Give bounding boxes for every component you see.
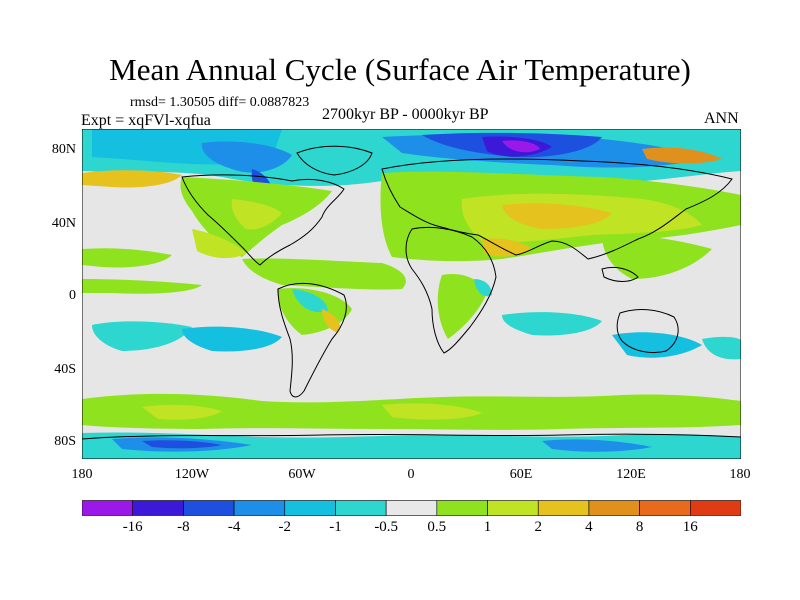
coastline: [405, 226, 497, 354]
colorbar-label: 16: [682, 519, 698, 535]
anomaly-region: [322, 309, 341, 333]
colorbar-cell: [385, 500, 438, 516]
colorbar-label: -2: [278, 519, 292, 535]
anomaly-region: [142, 440, 222, 449]
colorbar-label: 0.5: [427, 519, 447, 535]
anomaly-region: [437, 273, 486, 339]
coastline: [601, 266, 639, 282]
temperature-map: [82, 129, 741, 459]
anomaly-region: [142, 404, 222, 420]
anomaly-region: [242, 258, 406, 290]
anomaly-region: [502, 140, 540, 153]
coastline: [296, 145, 373, 176]
anomaly-region: [502, 203, 612, 229]
colorbar-cell: [132, 500, 184, 516]
anomaly-region: [82, 279, 202, 294]
colorbar-cell: [436, 500, 488, 516]
stats-text: rmsd= 1.30505 diff= 0.0887823: [130, 95, 310, 110]
colorbar: [82, 500, 741, 516]
anomaly-region: [231, 199, 282, 230]
lon-label-60e: 60E: [509, 467, 533, 482]
coastline: [181, 174, 345, 266]
lon-label-180e: 180: [729, 467, 751, 482]
anomaly-region: [474, 279, 492, 297]
lon-label-180w: 180: [71, 467, 93, 482]
coastline: [82, 433, 741, 440]
anomaly-region: [182, 326, 282, 352]
season-label: ANN: [704, 110, 739, 127]
map-title: Mean Annual Cycle (Surface Air Temperatu…: [109, 52, 691, 87]
colorbar-label: -8: [177, 519, 190, 535]
colorbar-cell: [588, 500, 640, 516]
anomaly-region: [82, 432, 741, 459]
lat-label-80n: 80N: [51, 142, 76, 157]
colorbar-cell: [284, 500, 336, 516]
anomaly-region: [82, 170, 182, 188]
colorbar-cell: [233, 500, 286, 516]
colorbar-label: 1: [483, 519, 492, 535]
colorbar-cell: [639, 500, 691, 516]
colorbar-cell: [487, 500, 539, 516]
colorbar-label: 8: [635, 519, 644, 535]
lat-label-40n: 40N: [51, 216, 76, 231]
anomaly-region: [82, 248, 172, 268]
colorbar-cell: [335, 500, 387, 516]
colorbar-label: 2: [534, 519, 542, 535]
lon-label-60w: 60W: [288, 467, 316, 482]
anomaly-region: [482, 238, 532, 257]
colorbar-label: -4: [227, 519, 241, 535]
coastline: [277, 282, 347, 398]
experiment-label: Expt = xqFVl-xqfua: [81, 112, 211, 129]
colorbar-cell: [690, 500, 741, 516]
coastline: [381, 158, 733, 260]
colorbar-label: -0.5: [374, 519, 399, 535]
colorbar-cell: [183, 500, 235, 516]
anomaly-region: [602, 234, 712, 279]
lat-label-40s: 40S: [54, 362, 76, 377]
lon-label-120w: 120W: [174, 467, 210, 482]
lon-label-0: 0: [407, 467, 415, 482]
anomaly-region: [201, 141, 292, 173]
anomaly-region: [542, 439, 652, 452]
coastline: [616, 309, 679, 354]
anomaly-region: [642, 147, 722, 164]
anomaly-shading: [82, 129, 741, 459]
lon-label-120e: 120E: [616, 467, 646, 482]
period-label: 2700kyr BP - 0000kyr BP: [322, 106, 489, 123]
anomaly-region: [92, 321, 192, 351]
colorbar-label: -16: [122, 519, 143, 535]
lat-label-0: 0: [69, 288, 76, 303]
colorbar-cell: [537, 500, 590, 516]
colorbar-cell: [82, 500, 133, 516]
anomaly-region: [382, 403, 482, 420]
anomaly-region: [292, 289, 328, 313]
anomaly-region: [192, 229, 247, 259]
colorbar-label: -1: [329, 519, 342, 535]
anomaly-region: [502, 312, 602, 336]
anomaly-region: [612, 332, 702, 358]
coastlines: [82, 145, 741, 440]
lat-label-80s: 80S: [54, 434, 76, 449]
colorbar-label: 4: [585, 519, 593, 535]
anomaly-region: [702, 336, 741, 360]
